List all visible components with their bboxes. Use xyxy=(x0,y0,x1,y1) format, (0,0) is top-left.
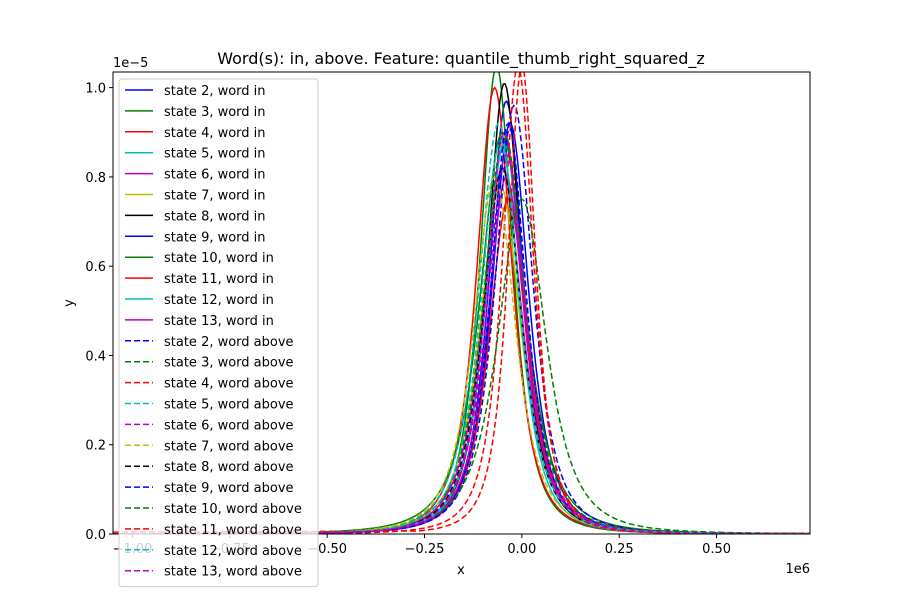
x-tick-label: 0.00 xyxy=(507,542,536,557)
legend-label: state 4, word above xyxy=(164,377,294,392)
y-tick-label: 0.6 xyxy=(85,260,106,275)
legend-label: state 13, word in xyxy=(164,314,274,329)
series-line-14 xyxy=(113,131,810,534)
legend-label: state 9, word above xyxy=(164,481,294,496)
legend-label: state 8, word in xyxy=(164,209,266,224)
series-line-18 xyxy=(113,175,810,534)
plot-frame xyxy=(112,71,811,535)
legend-label: state 6, word above xyxy=(164,418,294,433)
legend-label: state 10, word in xyxy=(164,251,274,266)
legend-label: state 8, word above xyxy=(164,460,294,475)
legend-label: state 9, word in xyxy=(164,230,266,245)
x-tick-label: 0.25 xyxy=(605,542,634,557)
y-tick-label: 1.0 xyxy=(85,82,106,97)
legend-label: state 2, word in xyxy=(164,84,266,99)
legend-label: state 5, word in xyxy=(164,147,266,162)
y-tick-label: 0.2 xyxy=(85,439,106,454)
legend-label: state 6, word in xyxy=(164,168,266,183)
legend-label: state 10, word above xyxy=(164,502,302,517)
legend-label: state 5, word above xyxy=(164,398,294,413)
legend-label: state 11, word in xyxy=(164,272,274,287)
chart-title: Word(s): in, above. Feature: quantile_th… xyxy=(217,49,705,69)
y-multiplier-label: 1e−5 xyxy=(113,56,148,71)
x-tick-label: −0.25 xyxy=(405,542,445,557)
legend-label: state 12, word in xyxy=(164,293,274,308)
y-tick-label: 0.4 xyxy=(85,349,106,364)
legend: state 2, word in state 3, word in state 4,… xyxy=(118,78,319,588)
x-tick-label: 0.50 xyxy=(702,542,731,557)
legend-box xyxy=(118,78,319,588)
x-axis-label: x xyxy=(457,563,465,578)
legend-label: state 11, word above xyxy=(164,523,302,538)
legend-label: state 4, word in xyxy=(164,126,266,141)
legend-label: state 3, word above xyxy=(164,356,294,371)
y-axis-label: y xyxy=(62,299,77,307)
series-line-24 xyxy=(113,131,810,534)
legend-label: state 7, word above xyxy=(164,439,294,454)
series-line-21 xyxy=(113,198,810,534)
y-tick-label: 0.8 xyxy=(85,171,106,186)
x-multiplier-label: 1e6 xyxy=(785,562,810,577)
legend-label: state 12, word above xyxy=(164,544,302,559)
legend-label: state 7, word in xyxy=(164,189,266,204)
legend-label: state 13, word above xyxy=(164,565,302,580)
y-tick-label: 0.0 xyxy=(85,528,106,543)
legend-label: state 2, word above xyxy=(164,335,294,350)
legend-label: state 3, word in xyxy=(164,105,266,120)
